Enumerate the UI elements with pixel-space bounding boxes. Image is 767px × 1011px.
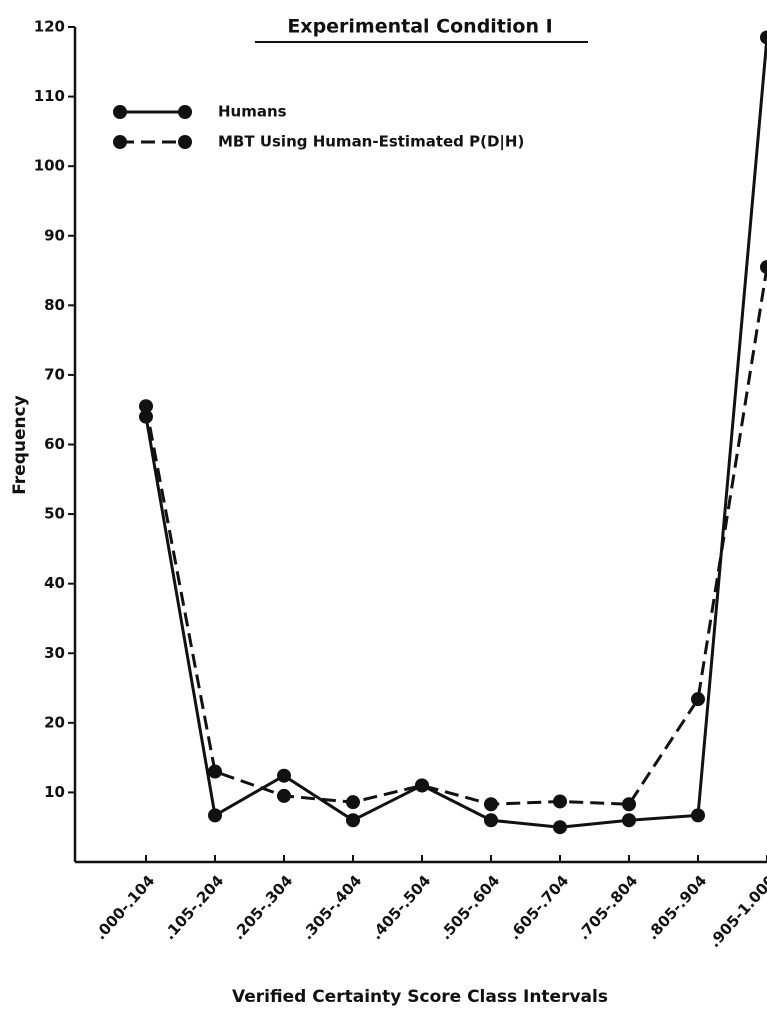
y-tick-label: 120 bbox=[34, 18, 65, 36]
x-tick-label: .405-.504 bbox=[367, 872, 434, 944]
y-tick-label: 110 bbox=[34, 87, 65, 105]
y-tick-label: 30 bbox=[44, 644, 65, 662]
legend-marker bbox=[113, 105, 127, 119]
data-point bbox=[208, 764, 222, 779]
data-point bbox=[691, 692, 705, 707]
legend-label: MBT Using Human-Estimated P(D|H) bbox=[218, 133, 524, 152]
chart-title: Experimental Condition I bbox=[287, 16, 552, 38]
y-tick-label: 40 bbox=[44, 574, 65, 592]
data-point bbox=[553, 794, 567, 809]
x-axis-label: Verified Certainty Score Class Intervals bbox=[232, 987, 608, 1007]
x-tick-label: .805-.904 bbox=[643, 872, 710, 944]
y-tick-label: 20 bbox=[44, 713, 65, 731]
y-axis-label: Frequency bbox=[10, 395, 30, 495]
y-tick-label: 80 bbox=[44, 296, 65, 314]
legend-marker bbox=[113, 135, 127, 149]
x-tick-label: .105-.204 bbox=[160, 872, 227, 944]
data-point bbox=[484, 797, 498, 812]
legend-marker bbox=[178, 135, 192, 149]
data-point bbox=[760, 30, 767, 45]
y-tick-label: 10 bbox=[44, 783, 65, 801]
x-tick-label: .705-.804 bbox=[574, 872, 641, 944]
x-tick-label: .205-.304 bbox=[229, 872, 296, 944]
data-point bbox=[691, 808, 705, 823]
x-tick-label: .305-.404 bbox=[298, 872, 365, 944]
y-tick-label: 100 bbox=[34, 157, 65, 175]
data-point bbox=[277, 768, 291, 783]
data-point bbox=[346, 813, 360, 828]
data-point bbox=[139, 409, 153, 424]
data-point bbox=[277, 788, 291, 803]
y-tick-label: 50 bbox=[44, 505, 65, 523]
data-point bbox=[415, 778, 429, 793]
x-tick-label: .605-.704 bbox=[505, 872, 572, 944]
data-point bbox=[553, 820, 567, 835]
series-line bbox=[144, 266, 767, 806]
legend-marker bbox=[178, 105, 192, 119]
x-tick-label: .000-.104 bbox=[91, 872, 158, 944]
data-point bbox=[346, 795, 360, 810]
data-point bbox=[760, 260, 767, 275]
data-point bbox=[208, 808, 222, 823]
x-tick-label: .505-.604 bbox=[436, 872, 503, 944]
x-tick-label: .905-1.000 bbox=[705, 872, 767, 951]
data-point bbox=[622, 797, 636, 812]
legend-label: Humans bbox=[218, 103, 287, 121]
y-tick-label: 70 bbox=[44, 365, 65, 383]
y-tick-label: 60 bbox=[44, 435, 65, 453]
y-tick-label: 90 bbox=[44, 226, 65, 244]
data-point bbox=[622, 813, 636, 828]
data-point bbox=[139, 399, 153, 414]
data-point bbox=[484, 813, 498, 828]
series-line bbox=[144, 37, 767, 829]
